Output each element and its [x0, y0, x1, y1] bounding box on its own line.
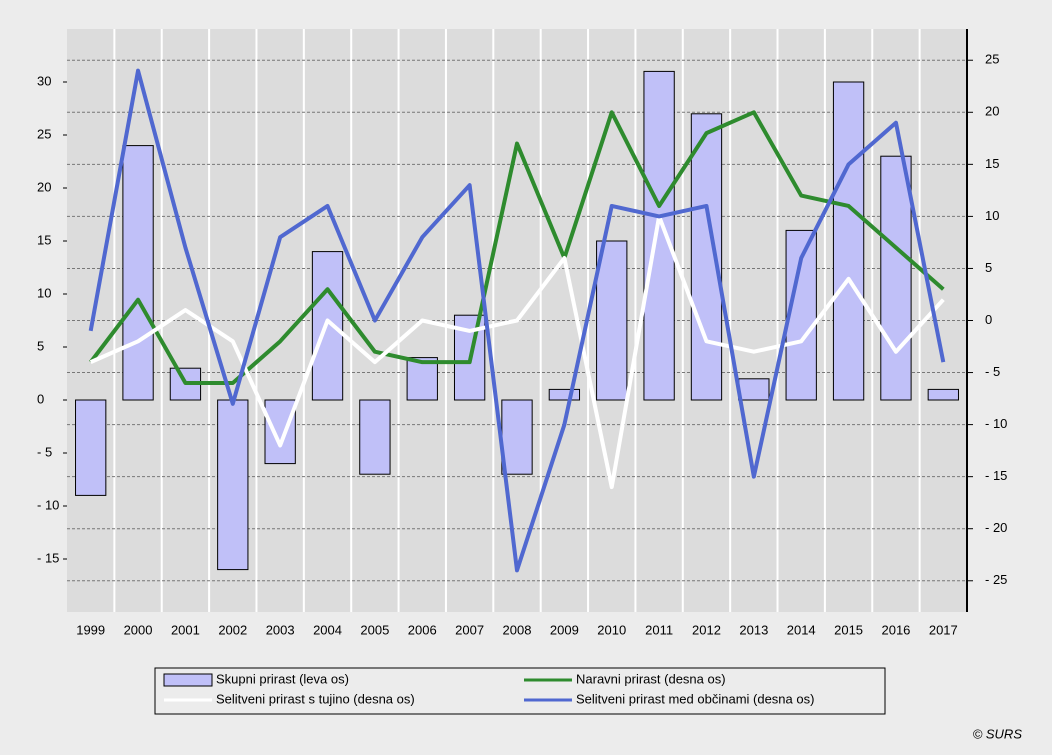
bar	[75, 399, 107, 496]
x-tick-label: 2007	[455, 622, 484, 637]
x-tick-label: 2014	[787, 622, 816, 637]
x-tick-label: 2004	[313, 622, 342, 637]
bar	[738, 378, 770, 401]
y-tick-label: 5	[37, 338, 44, 353]
bar	[832, 81, 865, 401]
x-tick-label: 2001	[171, 622, 200, 637]
legend-label: Naravni prirast (desna os)	[576, 671, 726, 686]
x-tick-label: 2012	[692, 622, 721, 637]
y2-tick-label: 20	[985, 104, 999, 119]
bar	[548, 388, 581, 401]
line	[89, 110, 945, 385]
y-tick-label: 25	[37, 126, 51, 141]
bar	[927, 388, 959, 401]
y2-tick-label: 5	[985, 260, 992, 275]
y-tick-label: - 5	[37, 444, 52, 459]
y2-tick-label: 15	[985, 156, 999, 171]
y-tick-label: - 10	[37, 497, 59, 512]
bar	[217, 399, 249, 571]
x-tick-label: 2013	[739, 622, 768, 637]
x-tick-label: 2003	[266, 622, 295, 637]
legend-box	[154, 667, 886, 715]
x-tick-label: 2000	[124, 622, 153, 637]
y2-tick-label: - 25	[985, 572, 1007, 587]
source: © SURS	[973, 726, 1023, 741]
x-tick-label: 2015	[834, 622, 863, 637]
y-tick-label: 20	[37, 179, 51, 194]
y2-tick-label: - 20	[985, 520, 1007, 535]
bar	[406, 357, 438, 401]
x-tick-label: 2011	[645, 622, 673, 637]
y2-tick-label: - 5	[985, 364, 1000, 379]
y-tick-label: 30	[37, 73, 51, 88]
bar	[643, 70, 675, 401]
x-tick-label: 2008	[503, 622, 532, 637]
y-tick-label: 0	[37, 391, 44, 406]
y-tick-label: 10	[37, 285, 51, 300]
bar	[596, 240, 628, 401]
bar	[501, 399, 533, 475]
y2-tick-label: - 15	[985, 468, 1007, 483]
legend-swatch	[163, 673, 213, 687]
bar	[359, 399, 391, 475]
x-tick-label: 2005	[360, 622, 389, 637]
y-tick-label: 15	[37, 232, 51, 247]
bar	[880, 155, 912, 401]
bar	[264, 399, 296, 465]
legend-label: Selitveni prirast med občinami (desna os…	[576, 691, 814, 706]
x-tick-label: 2010	[597, 622, 626, 637]
y2-tick-label: 10	[985, 208, 999, 223]
x-tick-label: 1999	[76, 622, 105, 637]
legend-label: Selitveni prirast s tujino (desna os)	[216, 691, 415, 706]
line	[88, 68, 946, 573]
x-tick-label: 2016	[881, 622, 910, 637]
legend-label: Skupni prirast (leva os)	[216, 671, 349, 686]
x-tick-label: 2006	[408, 622, 437, 637]
y2-tick-label: 25	[985, 52, 999, 67]
y2-tick-label: 0	[985, 312, 992, 327]
bar	[122, 145, 154, 401]
y-tick-label: - 15	[37, 550, 59, 565]
x-tick-label: 2009	[550, 622, 579, 637]
line	[89, 214, 945, 490]
x-tick-label: 2002	[218, 622, 247, 637]
y2-tick-label: - 10	[985, 416, 1007, 431]
x-tick-label: 2017	[929, 622, 958, 637]
